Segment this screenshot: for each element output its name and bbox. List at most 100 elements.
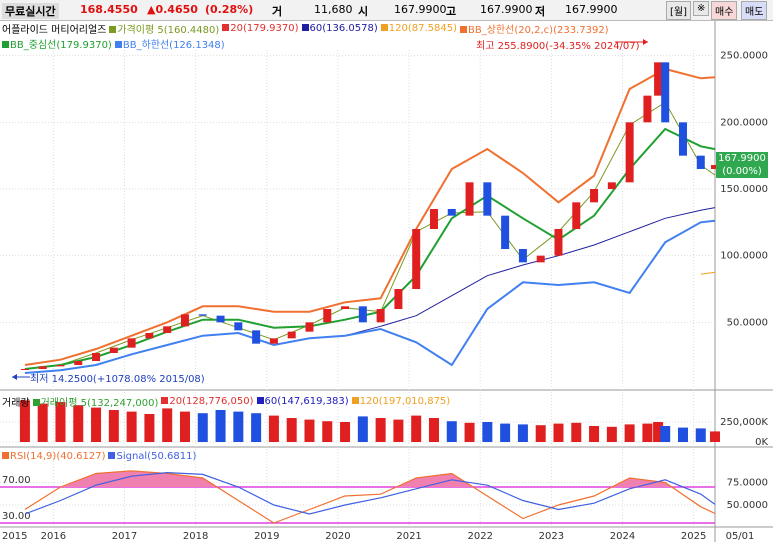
x-tick-label: 2023 bbox=[539, 531, 564, 542]
candle bbox=[127, 338, 136, 348]
volume-bar bbox=[677, 427, 688, 442]
quote-header: 무료실시간 168.4550 ▲0.4650 (0.28%) 거 11,680 … bbox=[0, 0, 773, 21]
legend-text: 120(87.5845) bbox=[388, 23, 457, 34]
legend-text: RSI(14,9)(40.6127) bbox=[10, 451, 106, 462]
candle bbox=[145, 333, 154, 339]
legend-swatch bbox=[351, 397, 359, 404]
x-tick-label: 2019 bbox=[254, 531, 279, 542]
y-tick-label: 50.0000 bbox=[727, 317, 768, 328]
volume-bar bbox=[606, 426, 617, 442]
volume-bar bbox=[322, 421, 333, 442]
settings-button[interactable]: ※ bbox=[693, 1, 710, 16]
candle bbox=[216, 315, 225, 323]
candle bbox=[518, 249, 527, 263]
legend-swatch bbox=[460, 26, 467, 33]
legend-text: BB_하한선(126.1348) bbox=[122, 40, 225, 51]
volume-bar bbox=[710, 431, 720, 442]
period-button[interactable]: [월] bbox=[666, 1, 692, 20]
rsi-legend: RSI(14,9)(40.6127) Signal(50.6811) bbox=[2, 451, 196, 462]
legend-swatch bbox=[301, 24, 309, 31]
candle bbox=[536, 255, 545, 263]
legend-item: 60(147,619,383) bbox=[256, 396, 349, 407]
legend-swatch bbox=[222, 24, 230, 31]
legend-swatch bbox=[256, 397, 264, 404]
high-label: 고 bbox=[446, 5, 457, 18]
date-label: 05/01 bbox=[726, 531, 755, 542]
volume-bar bbox=[37, 403, 48, 442]
volume-bar bbox=[695, 428, 706, 442]
y-tick-label: 75.0000 bbox=[727, 478, 768, 489]
candle bbox=[394, 289, 403, 309]
x-tick-label: 2025 bbox=[681, 531, 706, 542]
low-arrow-head bbox=[12, 374, 17, 380]
legend-text: 60(147,619,383) bbox=[264, 396, 349, 407]
candle bbox=[56, 365, 65, 367]
price-legend: 어플라이드 머티어리얼즈 가격이평 5(160.4480) 20(179.9370… bbox=[2, 21, 609, 36]
candle bbox=[678, 122, 687, 156]
volume-bar bbox=[446, 421, 457, 442]
realtime-label: 무료실시간 bbox=[2, 3, 59, 19]
legend-swatch bbox=[161, 397, 169, 404]
volume-bar bbox=[73, 405, 84, 442]
volume-bar bbox=[553, 423, 564, 442]
low-annotation: 최저 14.2500(+1078.08% 2015/08) bbox=[30, 374, 205, 385]
candle bbox=[92, 353, 101, 361]
rsi-line bbox=[24, 470, 716, 524]
low: 167.9900 bbox=[565, 3, 618, 16]
volume-bar bbox=[162, 408, 173, 442]
high: 167.9900 bbox=[480, 3, 533, 16]
stock-name: 어플라이드 머티어리얼즈 bbox=[2, 25, 107, 36]
buy-button[interactable]: 매수 bbox=[711, 1, 738, 20]
volume-bar bbox=[653, 422, 664, 442]
last-price-tag: 167.9900 (0.00%) bbox=[716, 152, 768, 178]
volume-bar bbox=[482, 422, 493, 442]
candle bbox=[625, 122, 634, 183]
volume-bar bbox=[642, 423, 653, 442]
candle bbox=[429, 209, 438, 229]
indicator-line bbox=[24, 219, 716, 374]
legend-item: 120(87.5845) bbox=[380, 23, 457, 34]
volume-label: 거 bbox=[272, 5, 283, 18]
candle bbox=[323, 309, 332, 323]
volume-bar bbox=[660, 426, 671, 442]
x-tick-label: 2015 bbox=[2, 531, 27, 542]
change-pct: (0.28%) bbox=[205, 3, 254, 16]
volume-bar bbox=[571, 422, 582, 442]
volume-bar bbox=[197, 413, 208, 442]
volume-bar bbox=[624, 424, 635, 442]
legend-item: RSI(14,9)(40.6127) bbox=[2, 451, 105, 462]
legend-swatch bbox=[2, 41, 9, 48]
legend-text: Signal(50.6811) bbox=[116, 451, 197, 462]
level-label: 30.00 bbox=[2, 511, 31, 522]
legend-text: 거래이평 5(132,247,000) bbox=[40, 398, 159, 409]
candle bbox=[696, 155, 705, 169]
candle bbox=[109, 347, 118, 353]
sell-button[interactable]: 매도 bbox=[741, 1, 768, 20]
volume: 11,680 bbox=[314, 3, 353, 16]
volume-bar bbox=[126, 411, 137, 442]
volume-bar bbox=[215, 410, 226, 442]
legend-item: 가격이평 5(160.4480) bbox=[109, 21, 219, 36]
volume-bar bbox=[464, 422, 475, 442]
x-tick-label: 2017 bbox=[112, 531, 137, 542]
rsi-line bbox=[24, 471, 716, 515]
volume-bar bbox=[91, 407, 102, 442]
legend-item: BB_상한선(20,2,c)(233.7392) bbox=[460, 21, 609, 36]
volume-bar bbox=[340, 422, 351, 442]
legend-text: BB_중심선(179.9370) bbox=[10, 40, 112, 51]
legend-text: 60(136.0578) bbox=[309, 23, 378, 34]
legend-swatch bbox=[108, 452, 116, 459]
legend-text: 가격이평 5(160.4480) bbox=[117, 25, 220, 36]
candle bbox=[38, 366, 47, 369]
legend-item: 60(136.0578) bbox=[301, 23, 378, 34]
candle bbox=[198, 314, 207, 316]
volume-bar bbox=[55, 402, 66, 442]
open: 167.9900 bbox=[394, 3, 447, 16]
legend-swatch bbox=[109, 26, 117, 33]
candle bbox=[554, 229, 563, 256]
candle bbox=[163, 326, 172, 333]
candle bbox=[180, 314, 189, 327]
y-tick-label: 150.0000 bbox=[720, 184, 768, 195]
legend-text: 20(128,776,050) bbox=[169, 396, 254, 407]
